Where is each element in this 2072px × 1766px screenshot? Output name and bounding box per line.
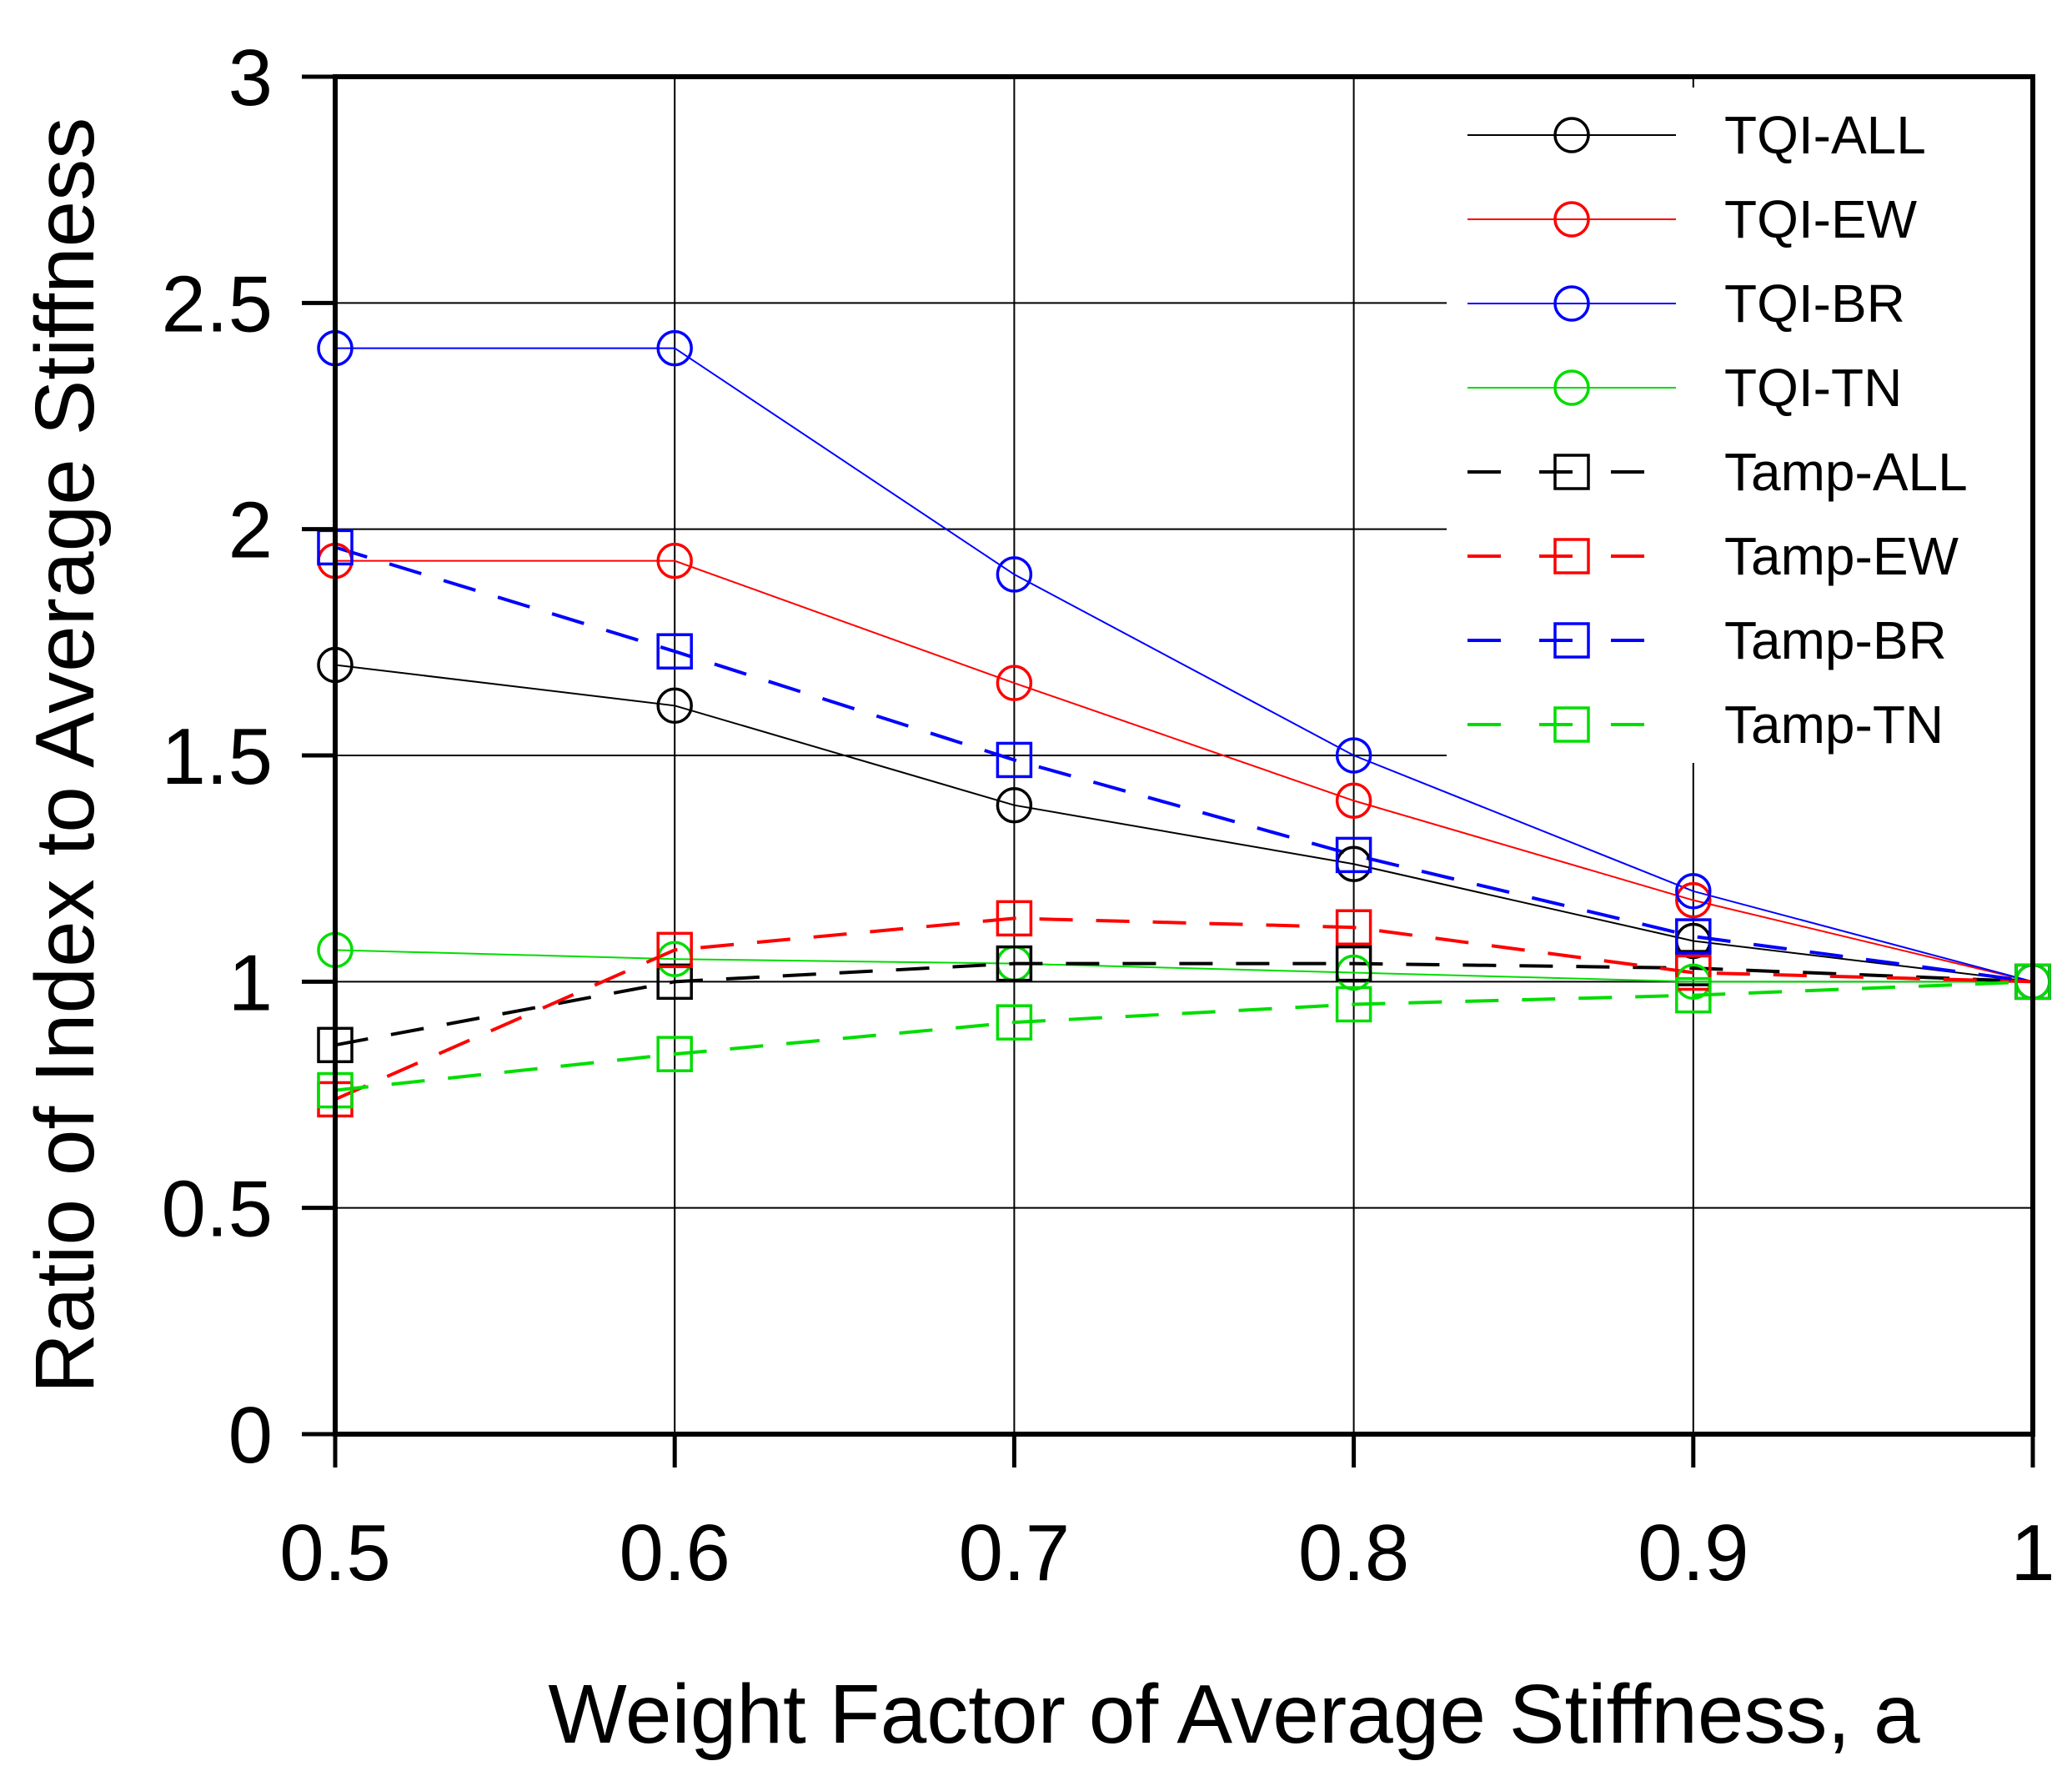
x-tick-label: 0.9 (1638, 1508, 1748, 1598)
legend-label-tqi-tn: TQI-TN (1724, 358, 1902, 418)
legend-label-tqi-br: TQI-BR (1724, 273, 1905, 334)
x-tick-label: 0.5 (279, 1508, 390, 1598)
data-point-tqi-all (656, 687, 693, 725)
data-point-tamp-br (1335, 836, 1372, 874)
data-point-tqi-br (1335, 737, 1372, 774)
data-point-tamp-all (656, 963, 693, 1001)
legend-marker-tamp-ew (1553, 538, 1590, 574)
legend-marker-tqi-tn (1553, 369, 1590, 406)
data-point-tamp-ew (996, 900, 1033, 937)
x-tick-label: 1 (2010, 1508, 2054, 1598)
series-lines (334, 347, 2034, 1101)
legend-marker-tqi-br (1553, 285, 1590, 322)
y-axis-label: Ratio of Index to Average Stiffness (18, 118, 112, 1394)
legend: TQI-ALL TQI-EW TQI-BR TQI-TN Tamp-ALL Tamp-EW… (1447, 88, 2030, 763)
legend-background (1447, 88, 2030, 763)
y-tick-label: 2 (228, 486, 273, 575)
legend-marker-tamp-all (1553, 454, 1590, 490)
legend-label-tamp-all: Tamp-ALL (1724, 442, 1968, 502)
legend-label-tqi-all: TQI-ALL (1724, 105, 1926, 165)
legend-marker-tqi-ew (1553, 201, 1590, 238)
x-axis-tick-labels: 0.5 0.6 0.7 0.8 0.9 1 (279, 1508, 2054, 1598)
data-point-tqi-all (996, 786, 1033, 824)
data-point-tamp-ew (656, 931, 693, 969)
series-line-tamp-br (334, 545, 2034, 984)
legend-marker-tqi-all (1553, 117, 1590, 153)
data-point-tamp-tn (996, 1004, 1033, 1041)
y-tick-label: 1 (228, 938, 273, 1027)
y-tick-label: 1.5 (162, 712, 273, 801)
data-point-tqi-br (996, 556, 1033, 593)
data-point-tamp-tn (656, 1036, 693, 1072)
y-tick-label: 3 (228, 33, 273, 123)
data-point-tamp-br (1675, 918, 1712, 955)
x-axis-label: Weight Factor of Average Stiffness, a (548, 1668, 1920, 1761)
data-point-tamp-tn (1675, 976, 1712, 1014)
data-point-tqi-br (1675, 873, 1712, 910)
series-line-tamp-ew (334, 916, 2034, 1101)
y-tick-label: 0 (228, 1391, 273, 1480)
data-point-tamp-br (656, 633, 693, 670)
data-point-tqi-ew (656, 542, 693, 579)
legend-label-tamp-tn: Tamp-TN (1724, 695, 1944, 755)
legend-label-tqi-ew: TQI-EW (1724, 189, 1918, 249)
data-point-tqi-ew (1675, 881, 1712, 919)
series-line-tqi-ew (335, 559, 2034, 983)
x-tick-label: 0.7 (959, 1508, 1070, 1598)
series-line-tqi-tn (334, 949, 2033, 983)
y-axis-tick-labels: 0 0.5 1 1.5 2 2.5 3 (162, 33, 273, 1480)
data-point-tqi-ew (1335, 782, 1372, 820)
data-point-tamp-tn (1335, 986, 1372, 1023)
x-tick-label: 0.6 (619, 1508, 730, 1598)
data-point-tamp-ew (1675, 954, 1712, 991)
y-tick-label: 2.5 (162, 259, 273, 349)
series-line-tqi-all (334, 664, 2034, 983)
series-line-tamp-tn (334, 980, 2034, 1092)
series-line-tamp-all (334, 961, 2034, 1047)
axis-ticks (302, 74, 2035, 1467)
data-point-tamp-all (1335, 945, 1372, 982)
legend-label-tamp-ew: Tamp-EW (1724, 526, 1959, 586)
legend-marker-tamp-tn (1553, 706, 1590, 743)
legend-label-tamp-br: Tamp-BR (1724, 610, 1947, 670)
y-tick-label: 0.5 (162, 1165, 273, 1254)
x-tick-label: 0.8 (1298, 1508, 1409, 1598)
data-point-tamp-br (996, 741, 1033, 779)
data-point-tamp-ew (1335, 909, 1372, 946)
data-point-tqi-ew (996, 665, 1033, 701)
data-point-tamp-all (996, 945, 1033, 982)
series-line-tqi-br (335, 347, 2034, 983)
legend-marker-tamp-br (1553, 622, 1590, 659)
data-point-tqi-br (656, 329, 693, 367)
